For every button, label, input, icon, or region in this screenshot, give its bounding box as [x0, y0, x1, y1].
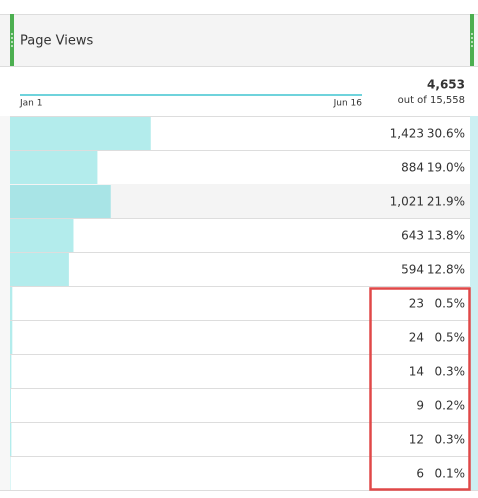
percent-bar	[10, 389, 11, 422]
row-gutter	[0, 320, 10, 354]
row-percent: 19.0%	[427, 161, 465, 175]
percent-bar	[10, 287, 13, 320]
row-gutter	[0, 218, 10, 252]
row-percent: 21.9%	[427, 195, 465, 209]
column-grip[interactable]	[470, 14, 474, 66]
row-percent: 0.3%	[435, 433, 466, 447]
row-percent: 0.5%	[435, 331, 466, 345]
row-percent: 30.6%	[427, 127, 465, 141]
row-gutter	[0, 286, 10, 320]
row-value: 14	[409, 365, 424, 379]
percent-bar	[10, 355, 12, 388]
row-percent: 0.3%	[435, 365, 466, 379]
row-value: 6	[416, 467, 424, 481]
percent-bar	[10, 185, 111, 218]
row-value: 1,423	[390, 127, 424, 141]
row-gutter	[0, 150, 10, 184]
grip-dots	[11, 33, 473, 47]
row-value: 24	[409, 331, 424, 345]
percent-bar	[10, 423, 12, 456]
row-value: 884	[401, 161, 424, 175]
row-gutter	[0, 422, 10, 456]
row-percent: 0.5%	[435, 297, 466, 311]
sparkline-end: Jun 16	[333, 99, 363, 109]
column-grip[interactable]	[10, 14, 14, 66]
row-percent: 0.2%	[435, 399, 466, 413]
out-of: out of 15,558	[398, 95, 465, 106]
percent-bar	[10, 219, 74, 252]
row-value: 12	[409, 433, 424, 447]
header-row	[0, 14, 478, 66]
row-value: 1,021	[390, 195, 424, 209]
column-title[interactable]: Page Views	[20, 34, 93, 49]
row-value: 9	[416, 399, 424, 413]
right-strip	[470, 116, 478, 490]
row-value: 594	[401, 263, 424, 277]
row-gutter	[0, 116, 10, 150]
row-percent: 13.8%	[427, 229, 465, 243]
row-gutter	[0, 354, 10, 388]
row-gutter	[0, 456, 10, 490]
row-value: 643	[401, 229, 424, 243]
row-percent: 0.1%	[435, 467, 466, 481]
percent-bar	[10, 253, 69, 286]
percent-bar	[10, 117, 151, 150]
row-gutter	[0, 184, 10, 218]
row-percent: 12.8%	[427, 263, 465, 277]
row-value: 23	[409, 297, 424, 311]
highlight-box	[369, 287, 471, 491]
percent-bar	[10, 151, 98, 184]
row-gutter	[0, 388, 10, 422]
total: 4,653	[427, 78, 465, 92]
percent-bar	[10, 321, 13, 354]
sparkline-start: Jan 1	[19, 99, 42, 109]
rows: 1,423 30.6%884 19.0%1,021 21.9%643 13.8%594 1…	[0, 116, 478, 491]
row-gutter	[0, 252, 10, 286]
